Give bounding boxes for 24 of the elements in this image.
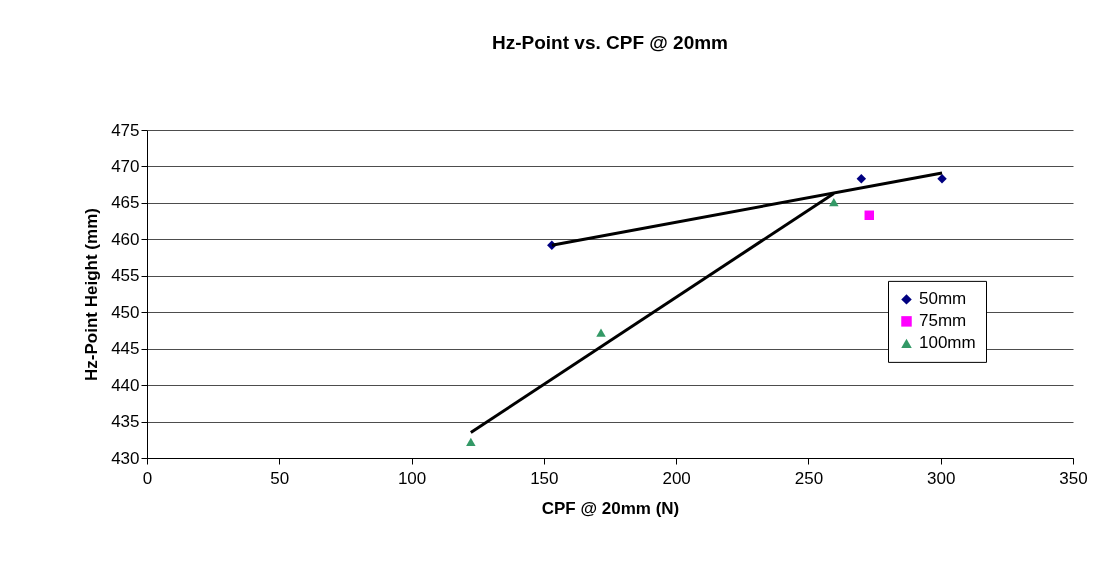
- x-tick-label: 100: [397, 468, 427, 488]
- legend-label: 100mm: [919, 333, 976, 353]
- y-tick-label: 455: [111, 266, 140, 286]
- y-tick-label: 445: [111, 339, 140, 359]
- y-tick-label: 475: [111, 120, 140, 140]
- x-axis-title: CPF @ 20mm (N): [541, 498, 680, 518]
- legend-label: 50mm: [919, 289, 967, 309]
- x-tick-label: 250: [794, 468, 824, 488]
- y-axis-title: Hz-Point Height (mm): [82, 208, 102, 381]
- y-tick-label: 465: [111, 193, 140, 213]
- chart-title: Hz-Point vs. CPF @ 20mm: [491, 32, 729, 53]
- y-tick-label: 470: [111, 156, 140, 176]
- x-tick-label: 200: [662, 468, 691, 488]
- y-tick-label: 440: [111, 375, 140, 395]
- x-tick-label: 0: [142, 468, 153, 488]
- y-tick-label: 450: [111, 302, 140, 322]
- x-tick-label: 350: [1059, 468, 1088, 488]
- x-tick-label: 150: [530, 468, 559, 488]
- y-tick-label: 460: [111, 229, 140, 249]
- x-tick-label: 50: [270, 468, 290, 488]
- legend-label: 75mm: [919, 311, 967, 331]
- y-tick-label: 435: [111, 412, 140, 432]
- x-tick-label: 300: [927, 468, 956, 488]
- y-tick-label: 430: [111, 448, 140, 468]
